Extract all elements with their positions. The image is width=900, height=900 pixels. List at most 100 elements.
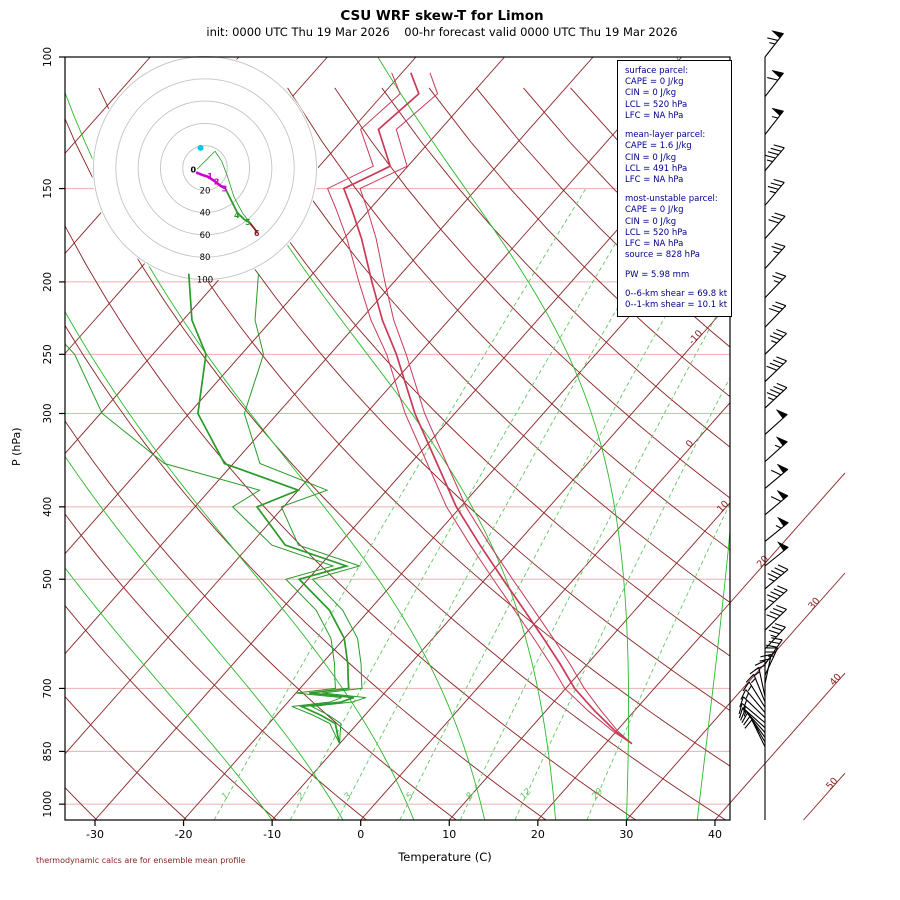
temp-tick-label: 0 bbox=[357, 828, 364, 841]
info-line: LFC = NA hPa bbox=[625, 239, 684, 250]
info-line: source = 828 hPa bbox=[625, 250, 701, 261]
wind-barb bbox=[764, 30, 784, 58]
dewpoint-trace bbox=[243, 273, 367, 744]
footnote: thermodynamic calcs are for ensemble mea… bbox=[36, 856, 246, 865]
info-line: CAPE = 0 J/kg bbox=[625, 77, 684, 88]
wind-barb bbox=[744, 719, 766, 748]
pressure-tick-label: 250 bbox=[42, 344, 54, 364]
wind-barb bbox=[764, 463, 789, 489]
y-axis-title: P (hPa) bbox=[10, 427, 23, 466]
temperature-trace bbox=[326, 72, 633, 745]
chart-subtitle: init: 0000 UTC Thu 19 Mar 2026 00-hr for… bbox=[206, 25, 678, 39]
info-line: CAPE = 0 J/kg bbox=[625, 205, 684, 216]
x-axis-title: Temperature (C) bbox=[398, 850, 492, 864]
isotherm-label: -10 bbox=[687, 328, 706, 347]
wind-barb bbox=[764, 489, 789, 516]
hodograph-member-trace bbox=[196, 150, 254, 227]
info-line: most-unstable parcel: bbox=[625, 194, 718, 205]
wind-barb bbox=[764, 564, 789, 590]
wind-barb bbox=[764, 637, 783, 665]
pressure-tick-label: 850 bbox=[42, 741, 54, 761]
hodograph-ring-label: 80 bbox=[200, 253, 211, 263]
wind-barbs bbox=[738, 30, 789, 820]
wind-barb bbox=[764, 408, 788, 435]
hodograph-ring-label: 100 bbox=[197, 276, 213, 286]
temp-tick-label: -30 bbox=[86, 828, 104, 841]
wind-barb bbox=[764, 585, 788, 611]
wind-barb bbox=[764, 604, 787, 631]
wind-barb bbox=[764, 144, 785, 172]
info-line: PW = 5.98 mm bbox=[625, 269, 690, 280]
info-line: LCL = 520 hPa bbox=[625, 227, 688, 238]
hodograph-km-label: 3 bbox=[222, 184, 228, 193]
temp-tick-label: 40 bbox=[708, 828, 722, 841]
hodograph-trace bbox=[224, 187, 251, 224]
info-line: CIN = 0 J/kg bbox=[625, 152, 677, 163]
info-line: LCL = 520 hPa bbox=[625, 99, 688, 110]
temperature-trace bbox=[359, 72, 633, 745]
wind-barb bbox=[764, 382, 788, 409]
wind-barb bbox=[764, 328, 787, 355]
hodograph-km-label: 1 bbox=[207, 172, 213, 181]
isotherm-label: 10 bbox=[715, 499, 731, 515]
info-line: surface parcel: bbox=[625, 66, 689, 76]
profile-traces bbox=[65, 72, 633, 745]
wind-barb bbox=[764, 271, 787, 299]
hodograph: 20 40 60 80 100 0 123 456 bbox=[92, 55, 318, 286]
wind-barb bbox=[764, 356, 787, 383]
isotherm-label: 20 bbox=[755, 554, 771, 570]
isotherm-label: 30 bbox=[806, 596, 822, 612]
hodograph-ring-label: 60 bbox=[200, 231, 211, 241]
temp-tick-label: -20 bbox=[175, 828, 193, 841]
wind-barb bbox=[764, 107, 784, 135]
hodograph-trace bbox=[195, 171, 226, 190]
mixing-ratio-label: 1 bbox=[220, 791, 231, 802]
info-line: mean-layer parcel: bbox=[625, 130, 706, 141]
storm-motion-dot bbox=[197, 144, 204, 151]
pressure-tick-label: 1000 bbox=[42, 791, 54, 818]
parcel-info-box: surface parcel: CAPE = 0 J/kg CIN = 0 J/kg… bbox=[617, 60, 732, 318]
wind-barb bbox=[764, 436, 788, 463]
wind-barb bbox=[742, 681, 766, 708]
wind-barb bbox=[764, 541, 789, 567]
info-line: CIN = 0 J/kg bbox=[625, 88, 677, 99]
isotherm-label: 40 bbox=[828, 672, 844, 688]
mixing-ratio-label: 3 bbox=[343, 791, 354, 802]
temp-tick-label: -10 bbox=[263, 828, 281, 841]
wind-barb bbox=[764, 301, 787, 328]
info-line: CAPE = 1.6 J/kg bbox=[625, 141, 692, 152]
wind-barb bbox=[759, 653, 772, 684]
info-line: 0--1-km shear = 10.1 kt bbox=[625, 299, 728, 310]
hodograph-km-label: 6 bbox=[254, 229, 260, 238]
info-line: LCL = 491 hPa bbox=[625, 163, 688, 174]
mixing-ratio-label: 2 bbox=[296, 791, 307, 802]
info-line: LFC = NA hPa bbox=[625, 174, 684, 185]
pressure-tick-label: 150 bbox=[42, 179, 54, 199]
info-line: CIN = 0 J/kg bbox=[625, 216, 677, 227]
mixing-ratio-label: 5 bbox=[405, 791, 416, 802]
temp-tick-label: 20 bbox=[531, 828, 545, 841]
wind-barb bbox=[745, 673, 766, 703]
wind-barb bbox=[740, 689, 766, 713]
hodograph-ring-label: 20 bbox=[200, 186, 211, 196]
pressure-tick-label: 500 bbox=[42, 569, 54, 589]
wind-barb bbox=[764, 516, 789, 542]
dewpoint-trace bbox=[187, 273, 355, 744]
dewpoint-trace bbox=[65, 343, 342, 744]
temperature-trace bbox=[342, 72, 633, 745]
hodograph-km-label: 2 bbox=[214, 178, 220, 187]
info-line: 0--6-km shear = 69.8 kt bbox=[625, 288, 728, 299]
hodograph-km-label: 4 bbox=[234, 211, 240, 220]
isotherm-label: 0 bbox=[684, 438, 696, 450]
mixing-ratio-label: 12 bbox=[519, 787, 534, 802]
mixing-ratio-label: 8 bbox=[465, 791, 476, 802]
pressure-tick-label: 200 bbox=[42, 272, 54, 292]
pressure-tick-label: 400 bbox=[42, 497, 54, 517]
wind-barb bbox=[749, 666, 766, 697]
wind-barb bbox=[764, 178, 785, 206]
temp-tick-label: 10 bbox=[442, 828, 456, 841]
hodograph-km-label: 0 bbox=[191, 165, 197, 174]
wind-barb bbox=[764, 212, 786, 239]
